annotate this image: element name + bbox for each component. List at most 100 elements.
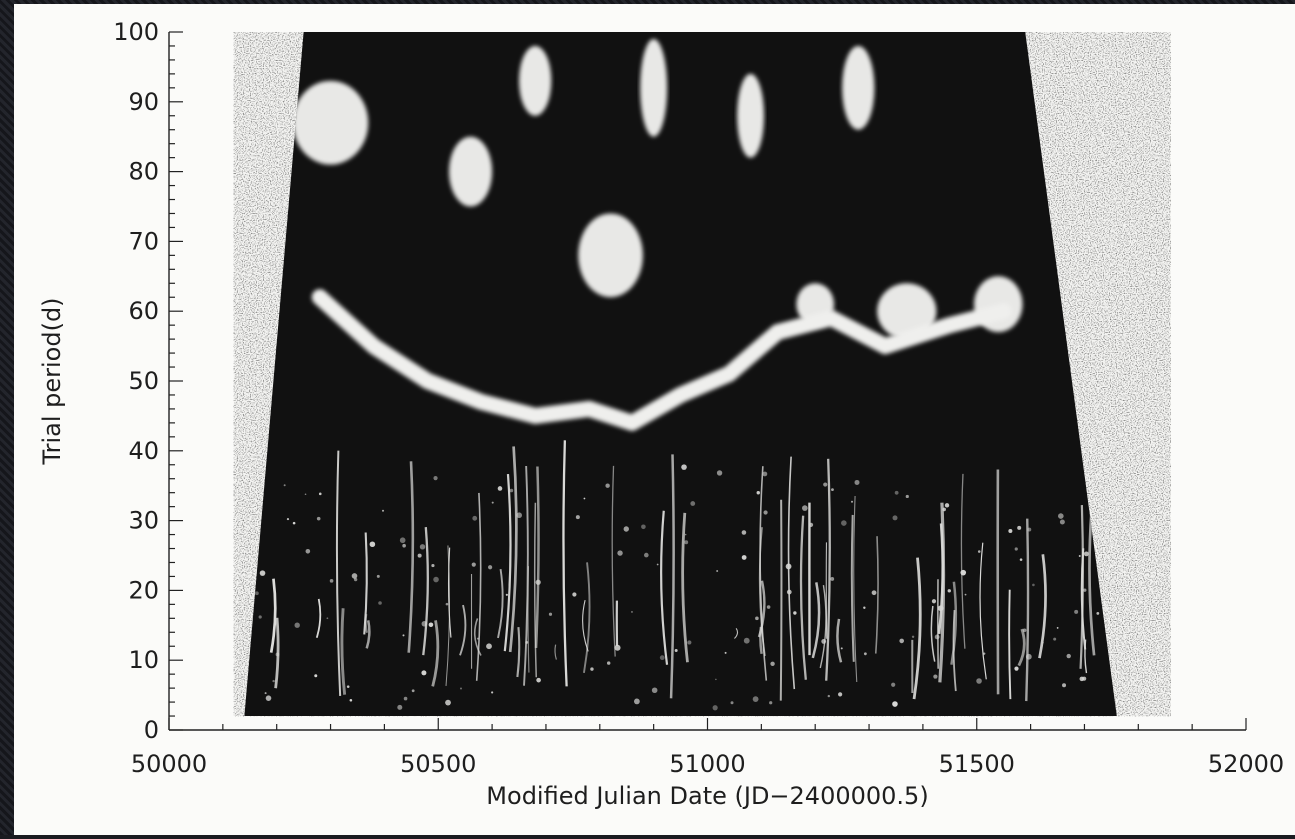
speck (762, 472, 767, 477)
speck (486, 643, 492, 649)
speck (506, 594, 508, 596)
speck (433, 577, 439, 583)
bright-blob (293, 81, 368, 165)
speck (715, 679, 717, 681)
speck (757, 491, 760, 494)
speck (1062, 683, 1066, 687)
speck (828, 695, 830, 697)
power-region (244, 32, 1116, 716)
speck (516, 512, 522, 518)
speck (838, 692, 842, 696)
y-tick-label: 20 (128, 576, 159, 604)
speck (713, 705, 718, 710)
speck (1014, 667, 1018, 671)
x-tick-label: 50000 (131, 750, 207, 778)
speck (1058, 513, 1064, 519)
speck (617, 550, 622, 555)
speck (549, 613, 552, 616)
speck (657, 564, 659, 566)
speck (965, 594, 967, 596)
speck (976, 678, 982, 684)
speck (525, 641, 528, 644)
bright-blob (842, 46, 874, 130)
speck (938, 605, 944, 611)
speck (1027, 528, 1031, 532)
speck (841, 647, 843, 649)
speck (830, 577, 834, 581)
speck (536, 580, 541, 585)
speck (370, 541, 376, 547)
speck (767, 605, 771, 609)
speck (763, 510, 767, 514)
speck (352, 573, 358, 579)
speck (460, 687, 462, 689)
speck (488, 565, 492, 569)
y-tick-label: 90 (128, 88, 159, 116)
y-tick-label: 30 (128, 507, 159, 535)
speck (1074, 610, 1078, 614)
speck (314, 674, 317, 677)
speck (742, 555, 747, 560)
speck (607, 661, 610, 664)
speck (350, 699, 353, 702)
speck (1017, 526, 1021, 530)
speck (684, 540, 688, 544)
speck (725, 652, 727, 654)
speck (433, 476, 437, 480)
speck (421, 670, 426, 675)
speck (422, 621, 428, 627)
speck (892, 701, 898, 707)
speck (690, 501, 695, 506)
speck (893, 515, 898, 520)
speck (347, 685, 350, 688)
speck (306, 549, 311, 554)
speck (319, 493, 322, 496)
speck (681, 464, 687, 470)
y-tick-label: 100 (113, 18, 159, 46)
speck (1032, 584, 1035, 587)
speck (605, 484, 609, 488)
speck (287, 518, 289, 520)
x-tick-label: 51000 (669, 750, 745, 778)
y-tick-label: 70 (128, 227, 159, 255)
speck (305, 493, 307, 495)
bright-blob (737, 74, 764, 158)
speck (942, 508, 946, 512)
x-tick-label: 50500 (400, 750, 476, 778)
speck (744, 638, 750, 644)
speck (624, 526, 629, 531)
x-tick-label: 52000 (1208, 750, 1284, 778)
speck (266, 695, 272, 701)
speck (1053, 638, 1056, 641)
speck (1083, 588, 1086, 591)
speck (872, 590, 877, 595)
y-tick-label: 60 (128, 297, 159, 325)
speck (276, 653, 280, 657)
speck (906, 495, 909, 498)
speck (584, 498, 586, 500)
speck (284, 484, 286, 486)
speck (259, 615, 262, 618)
speck (293, 522, 296, 525)
speck (418, 554, 422, 558)
speck (492, 502, 494, 504)
speck (402, 634, 404, 636)
speck (809, 523, 813, 527)
speck (641, 524, 646, 529)
y-tick-label: 40 (128, 437, 159, 465)
speck (265, 692, 267, 694)
speck (576, 515, 580, 519)
speck (1084, 551, 1089, 556)
speck (377, 575, 380, 578)
y-axis-label: Trial period(d) (38, 297, 66, 465)
speck (1057, 627, 1059, 629)
speck (412, 689, 415, 692)
speck (644, 553, 649, 558)
streak (366, 614, 367, 633)
speck (429, 622, 434, 627)
speck (378, 601, 382, 605)
y-tick-label: 50 (128, 367, 159, 395)
speck (912, 636, 914, 638)
speck (1067, 654, 1071, 658)
